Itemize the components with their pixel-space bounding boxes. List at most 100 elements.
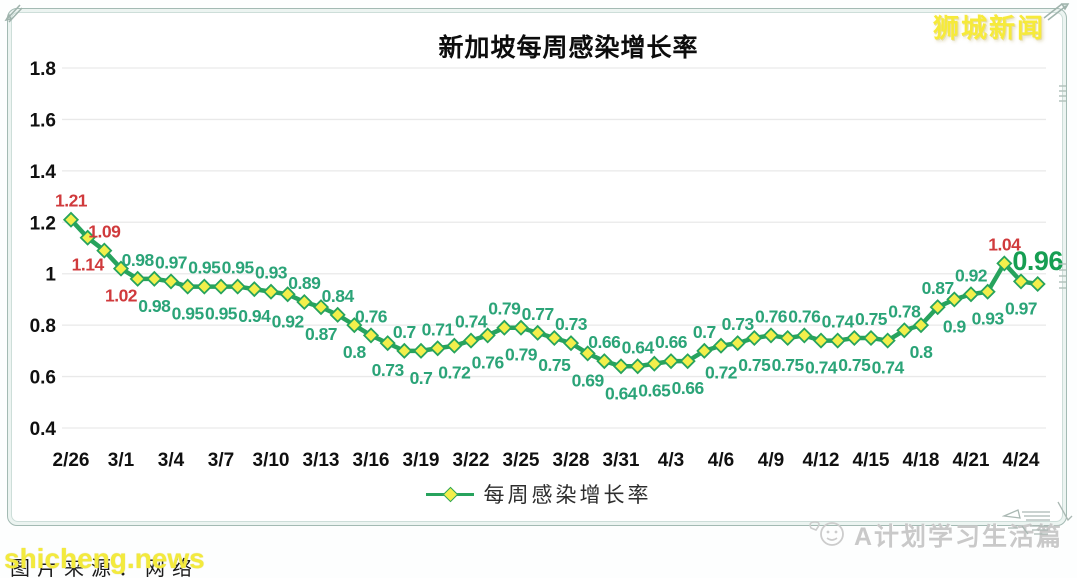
data-point-marker: [396, 342, 413, 359]
value-label: 0.64: [605, 383, 638, 403]
value-label: 1.04: [988, 234, 1021, 254]
value-label: 0.93: [972, 309, 1005, 329]
value-label: 0.74: [822, 312, 855, 332]
value-label: 0.64: [622, 337, 655, 357]
data-point-marker: [162, 273, 180, 290]
value-label: 0.7: [410, 368, 433, 388]
data-point-marker: [762, 327, 780, 344]
data-point-marker: [562, 335, 580, 352]
x-tick-label: 3/7: [208, 450, 234, 471]
x-tick-label: 3/1: [108, 450, 135, 471]
x-tick-label: 2/26: [53, 450, 90, 471]
data-point-marker: [1012, 273, 1030, 290]
data-point-marker: [546, 329, 563, 347]
data-point-marker: [462, 332, 480, 349]
data-point-marker: [779, 329, 796, 347]
data-point-marker: [529, 324, 546, 341]
x-tick-label: 4/6: [708, 450, 734, 471]
value-label: 0.75: [772, 355, 805, 375]
value-label: 0.89: [288, 273, 321, 293]
data-point-marker: [746, 329, 763, 347]
edge-tick-marks: [1059, 263, 1066, 289]
data-point-marker: [996, 255, 1013, 272]
value-label: 0.73: [555, 314, 588, 334]
value-label: 0.8: [910, 342, 934, 362]
data-point-marker: [862, 329, 880, 347]
data-point-marker: [512, 319, 530, 336]
value-label: 0.9: [943, 316, 967, 336]
photo-frame: [7, 8, 1067, 526]
data-point-marker: [846, 329, 863, 347]
x-tick-label: 3/25: [503, 450, 540, 471]
data-point-marker: [179, 278, 196, 295]
data-point-marker: [662, 353, 680, 370]
value-label: 1.02: [105, 286, 138, 306]
value-label: 0.92: [955, 265, 988, 285]
data-point-marker: [79, 229, 96, 246]
value-label: 0.95: [205, 304, 238, 324]
value-label: 0.95: [172, 304, 205, 324]
site-watermark: shicheng.news: [4, 543, 205, 574]
legend-label: 每周感染增长率: [483, 483, 652, 507]
y-tick-label: 0.6: [30, 368, 56, 389]
data-point-marker: [579, 345, 596, 362]
value-label: 0.77: [522, 304, 554, 324]
value-label: 0.7: [693, 322, 716, 342]
x-tick-label: 3/28: [553, 450, 590, 471]
data-point-marker: [596, 353, 613, 370]
value-label: 0.97: [1005, 298, 1037, 318]
data-point-marker: [796, 327, 813, 344]
data-point-marker: [362, 327, 380, 344]
value-label: 0.76: [788, 306, 821, 326]
data-point-marker: [812, 332, 830, 349]
photo-frame-inner: [11, 12, 1063, 522]
value-label: 0.71: [422, 319, 455, 339]
data-point-marker: [929, 299, 946, 316]
chat-face-icon: [809, 521, 844, 546]
data-point-marker: [962, 286, 980, 303]
x-tick-label: 4/18: [903, 450, 940, 471]
data-point-marker: [829, 332, 846, 349]
y-tick-label: 0.4: [30, 419, 57, 440]
data-point-marker: [496, 319, 513, 336]
data-point-marker: [712, 337, 730, 354]
value-label: 0.75: [738, 355, 771, 375]
y-tick-label: 1.6: [30, 110, 56, 131]
value-label: 0.66: [588, 332, 621, 352]
value-label: 0.7: [393, 322, 416, 342]
data-point-marker: [896, 322, 913, 339]
data-point-marker: [979, 283, 996, 300]
value-label: 0.95: [188, 258, 221, 278]
value-label: 0.95: [222, 258, 255, 278]
value-label: 0.75: [838, 355, 871, 375]
channel-watermark: A计划学习生活篇: [808, 517, 1063, 553]
data-point-marker: [129, 270, 146, 287]
value-label: 0.78: [888, 301, 921, 321]
x-tick-label: 3/16: [353, 450, 390, 471]
chart-canvas: 1.81.61.41.210.80.60.42/26 3/1 3/4 3/7 3/10 3…: [30, 59, 1064, 471]
value-label: 0.96: [1012, 246, 1063, 276]
data-point-marker: [879, 332, 896, 349]
value-label: 0.74: [455, 312, 488, 332]
legend-diamond-icon: [442, 486, 458, 503]
data-point-marker: [296, 293, 313, 311]
x-tick-label: 3/13: [303, 450, 340, 471]
corner-fold-icon: [4, 4, 23, 23]
value-label: 0.98: [122, 250, 155, 270]
x-tick-label: 4/12: [803, 450, 840, 471]
x-tick-label: 3/4: [158, 450, 185, 471]
y-tick-label: 1.2: [30, 213, 56, 234]
value-label: 0.93: [255, 263, 288, 283]
edge-tick-marks: [1059, 85, 1066, 102]
x-tick-label: 4/21: [953, 450, 990, 471]
value-label: 0.79: [505, 345, 538, 365]
data-point-marker: [96, 242, 113, 259]
value-label: 0.66: [655, 332, 688, 352]
value-label: 0.76: [355, 306, 388, 326]
value-label: 0.65: [638, 381, 671, 401]
value-label: 0.66: [672, 378, 705, 398]
data-point-marker: [696, 342, 713, 359]
data-point-marker: [946, 291, 963, 308]
data-point-marker: [379, 335, 396, 352]
